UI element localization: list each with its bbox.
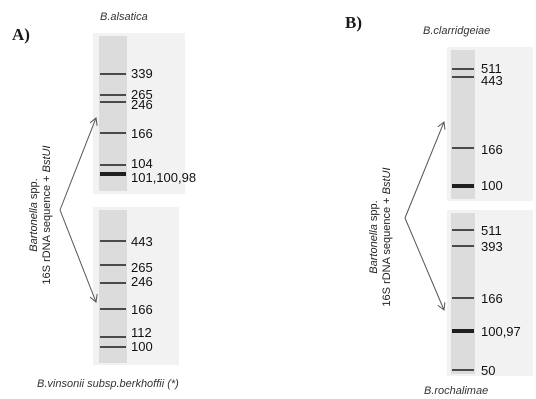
- band-size-label: 100: [131, 339, 153, 354]
- panel-b-arrow-up: [404, 122, 444, 219]
- gel-band: [452, 68, 474, 70]
- gel-band: [452, 184, 474, 188]
- band-size-label: 101,100,98: [131, 170, 197, 185]
- panel-b-label: B): [345, 13, 362, 32]
- band-size-label: 246: [131, 97, 153, 112]
- band-size-label: 166: [131, 126, 153, 141]
- panel-b-bottom-lane: [451, 213, 475, 374]
- band-size-label: 104: [131, 156, 153, 171]
- panel-b-top-lane: [451, 50, 475, 199]
- gel-band: [100, 282, 126, 284]
- gel-band: [452, 147, 474, 149]
- band-size-label: 100: [481, 178, 503, 193]
- gel-band: [100, 164, 126, 166]
- band-size-label: 265: [131, 87, 153, 102]
- gel-band: [452, 297, 474, 299]
- gel-band: [452, 369, 474, 371]
- gel-band: [100, 172, 126, 176]
- gel-band: [100, 132, 126, 134]
- band-size-label: 166: [481, 291, 503, 306]
- gel-band: [100, 346, 126, 348]
- panel-a-bottom-species: B.vinsonii subsp.berkhoffii (*): [37, 378, 179, 390]
- band-size-label: 246: [131, 274, 153, 289]
- band-size-label: 112: [131, 325, 152, 340]
- gel-band: [100, 336, 126, 338]
- band-size-label: 511: [481, 61, 502, 76]
- gel-band: [452, 76, 474, 78]
- band-size-label: 166: [481, 142, 503, 157]
- gel-band: [100, 73, 126, 75]
- panel-b-top-species: B.clarridgeiae: [423, 25, 491, 37]
- panel-a-top-species: B.alsatica: [100, 11, 148, 23]
- gel-band: [100, 101, 126, 103]
- panel-a-arrow-down: [59, 209, 96, 302]
- panel-a-arrow-up: [59, 118, 96, 211]
- band-size-label: 443: [131, 234, 153, 249]
- band-size-label: 265: [131, 260, 153, 275]
- band-size-label: 50: [481, 363, 496, 378]
- panel-b-bottom-species: B.rochalimae: [424, 385, 489, 397]
- band-size-label: 443: [481, 73, 503, 88]
- gel-band: [100, 308, 126, 310]
- band-size-label: 339: [131, 66, 153, 81]
- gel-band: [452, 245, 474, 247]
- band-size-label: 100,97: [481, 324, 521, 339]
- band-size-label: 393: [481, 239, 503, 254]
- band-size-label: 166: [131, 302, 153, 317]
- gel-band: [100, 94, 126, 96]
- gel-band: [452, 329, 474, 333]
- panel-b-arrow-down: [404, 217, 444, 310]
- panel-a-label: A): [12, 25, 30, 44]
- band-size-label: 511: [481, 223, 502, 238]
- gel-band: [452, 229, 474, 231]
- gel-band: [100, 264, 126, 266]
- gel-band: [100, 240, 126, 242]
